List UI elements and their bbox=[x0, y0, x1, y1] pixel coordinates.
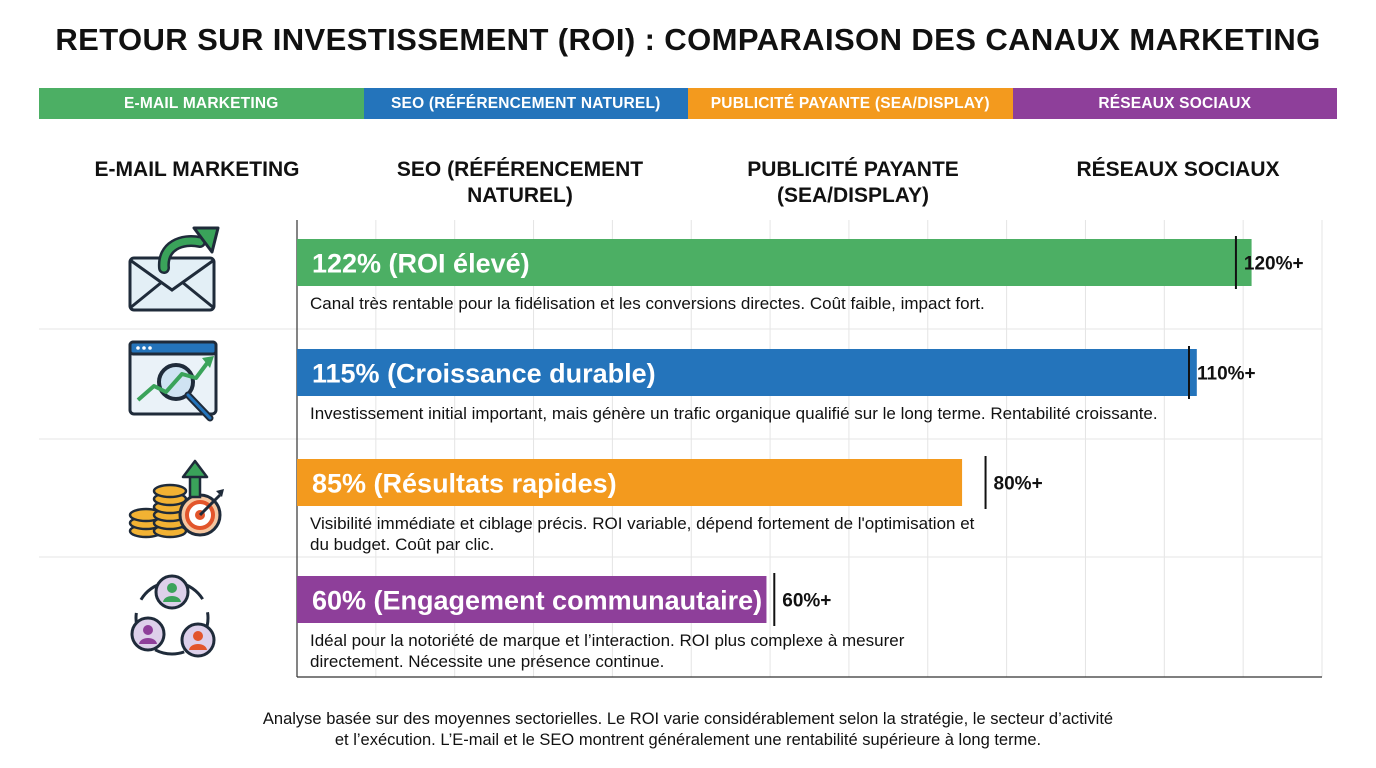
chart-title: RETOUR SUR INVESTISSEMENT (ROI) : COMPAR… bbox=[55, 22, 1321, 57]
description-line: Investissement initial important, mais g… bbox=[310, 404, 1158, 423]
column-header-line: (SEA/DISPLAY) bbox=[776, 184, 930, 207]
bar-end-label: 120%+ bbox=[1244, 254, 1304, 275]
description-line: Canal très rentable pour la fidélisation… bbox=[310, 294, 985, 313]
bar-label: 115% (Croissance durable) bbox=[312, 359, 656, 389]
bar bbox=[297, 349, 1197, 396]
bar-label: 85% (Résultats rapides) bbox=[312, 469, 617, 499]
community-network-icon bbox=[124, 570, 224, 671]
column-header-line: PUBLICITÉ PAYANTE bbox=[747, 158, 959, 181]
column-header-line: E-MAIL MARKETING bbox=[94, 158, 300, 181]
envelope-growth-icon bbox=[124, 220, 224, 321]
legend-item-social: RÉSEAUX SOCIAUX bbox=[1012, 88, 1337, 119]
column-header-line: RÉSEAUX SOCIAUX bbox=[1076, 158, 1280, 181]
footnote-line: et l’exécution. L’E-mail et le SEO montr… bbox=[334, 731, 1042, 749]
legend-item-paid: PUBLICITÉ PAYANTE (SEA/DISPLAY) bbox=[688, 88, 1013, 119]
legend-item-seo: SEO (RÉFÉRENCEMENT NATUREL) bbox=[363, 88, 688, 119]
bar-end-label: 110%+ bbox=[1197, 364, 1256, 385]
description-line: directement. Nécessite une présence cont… bbox=[310, 652, 665, 671]
bar bbox=[297, 576, 767, 623]
footnote-line: Analyse basée sur des moyennes sectoriel… bbox=[262, 710, 1114, 728]
column-header-seo: SEO (RÉFÉRENCEMENT NATUREL) bbox=[355, 157, 685, 209]
description-social: Idéal pour la notoriété de marque et l’i… bbox=[310, 630, 904, 672]
bar bbox=[297, 459, 963, 506]
description-seo: Investissement initial important, mais g… bbox=[310, 403, 1158, 424]
description-email: Canal très rentable pour la fidélisation… bbox=[310, 293, 985, 314]
footnote: Analyse basée sur des moyennes sectoriel… bbox=[0, 709, 1376, 751]
description-line: du budget. Coût par clic. bbox=[310, 535, 495, 554]
column-header-line: NATUREL) bbox=[467, 184, 573, 207]
bar bbox=[297, 239, 1252, 286]
description-line: Idéal pour la notoriété de marque et l’i… bbox=[310, 631, 905, 650]
description-paid: Visibilité immédiate et ciblage précis. … bbox=[310, 513, 974, 555]
column-header-email: E-MAIL MARKETING bbox=[32, 157, 362, 183]
column-header-paid: PUBLICITÉ PAYANTE (SEA/DISPLAY) bbox=[688, 157, 1018, 209]
legend-item-email: E-MAIL MARKETING bbox=[39, 88, 364, 119]
description-line: Visibilité immédiate et ciblage précis. … bbox=[310, 514, 975, 533]
seo-analytics-icon bbox=[124, 338, 224, 435]
column-header-line: SEO (RÉFÉRENCEMENT bbox=[396, 158, 644, 181]
column-header-social: RÉSEAUX SOCIAUX bbox=[1013, 157, 1343, 183]
bar-label: 60% (Engagement communautaire) bbox=[312, 586, 762, 616]
legend-bar: E-MAIL MARKETING SEO (RÉFÉRENCEMENT NATU… bbox=[39, 88, 1337, 119]
bar-end-label: 80%+ bbox=[994, 474, 1043, 495]
coins-target-icon bbox=[124, 455, 228, 548]
bar-end-label: 60%+ bbox=[782, 591, 831, 612]
bar-label: 122% (ROI élevé) bbox=[312, 249, 530, 279]
